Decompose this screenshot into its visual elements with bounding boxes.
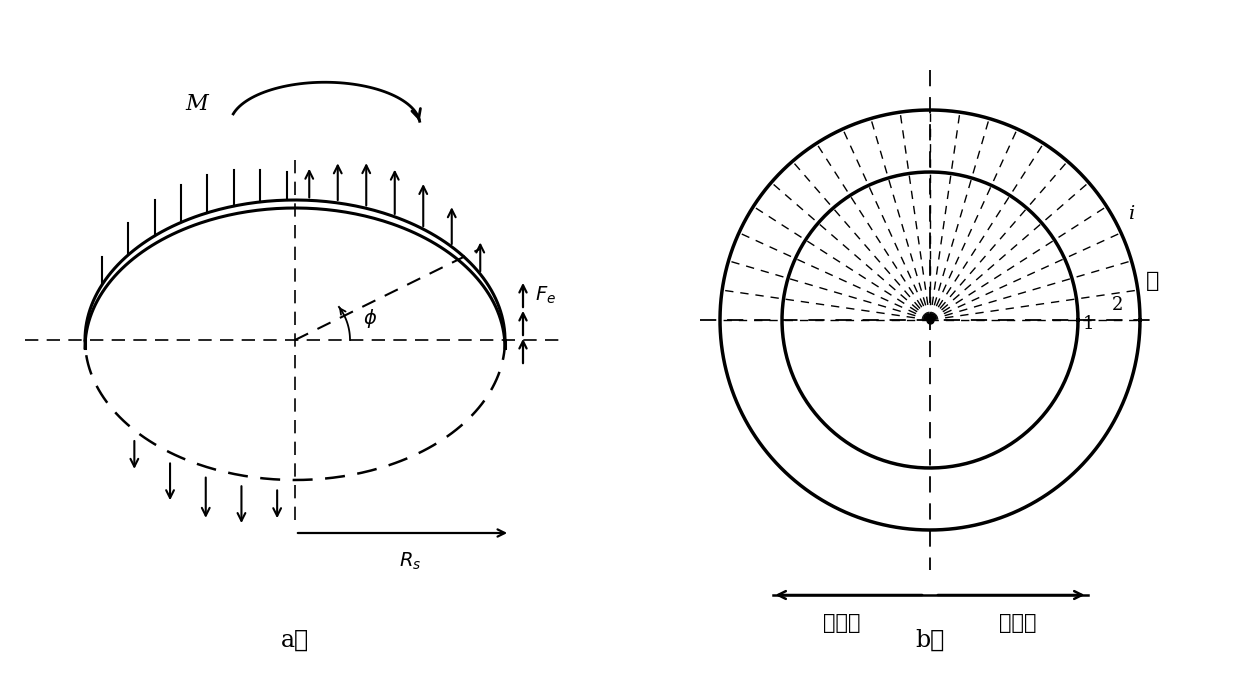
Text: $\phi$: $\phi$	[363, 306, 377, 330]
Text: M: M	[186, 93, 208, 115]
Text: b）: b）	[915, 629, 945, 651]
Text: 1: 1	[1083, 315, 1095, 333]
Text: 受拉端: 受拉端	[999, 613, 1037, 633]
Text: 2: 2	[1112, 295, 1123, 314]
Text: 受压端: 受压端	[823, 613, 861, 633]
Text: ⋯: ⋯	[1146, 271, 1159, 292]
Text: $R_s$: $R_s$	[399, 551, 422, 572]
Text: $F_e$: $F_e$	[534, 285, 556, 306]
Text: a）: a）	[281, 629, 309, 651]
Text: i: i	[1128, 205, 1135, 223]
